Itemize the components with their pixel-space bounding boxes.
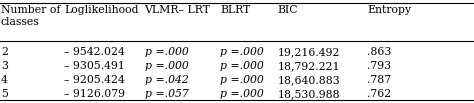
Text: Number of
classes: Number of classes: [1, 5, 61, 27]
Text: .787: .787: [367, 75, 392, 85]
Text: .762: .762: [367, 89, 392, 99]
Text: p =.000: p =.000: [220, 47, 264, 57]
Text: 4: 4: [1, 75, 8, 85]
Text: 2: 2: [1, 47, 8, 57]
Text: 18,530.988: 18,530.988: [277, 89, 340, 99]
Text: .863: .863: [367, 47, 392, 57]
Text: 3: 3: [1, 61, 8, 71]
Text: p =.000: p =.000: [145, 61, 188, 71]
Text: 18,640.883: 18,640.883: [277, 75, 340, 85]
Text: – 9542.024: – 9542.024: [64, 47, 125, 57]
Text: .793: .793: [367, 61, 392, 71]
Text: p =.000: p =.000: [220, 89, 264, 99]
Text: p =.000: p =.000: [145, 47, 188, 57]
Text: – 9126.079: – 9126.079: [64, 89, 125, 99]
Text: Loglikelihood: Loglikelihood: [64, 5, 138, 15]
Text: – 9305.491: – 9305.491: [64, 61, 125, 71]
Text: BIC: BIC: [277, 5, 298, 15]
Text: 5: 5: [1, 89, 8, 99]
Text: VLMR– LRT: VLMR– LRT: [145, 5, 210, 15]
Text: Entropy: Entropy: [367, 5, 411, 15]
Text: – 9205.424: – 9205.424: [64, 75, 125, 85]
Text: 19,216.492: 19,216.492: [277, 47, 340, 57]
Text: BLRT: BLRT: [220, 5, 251, 15]
Text: p =.057: p =.057: [145, 89, 188, 99]
Text: 18,792.221: 18,792.221: [277, 61, 340, 71]
Text: p =.042: p =.042: [145, 75, 188, 85]
Text: p =.000: p =.000: [220, 61, 264, 71]
Text: p =.000: p =.000: [220, 75, 264, 85]
